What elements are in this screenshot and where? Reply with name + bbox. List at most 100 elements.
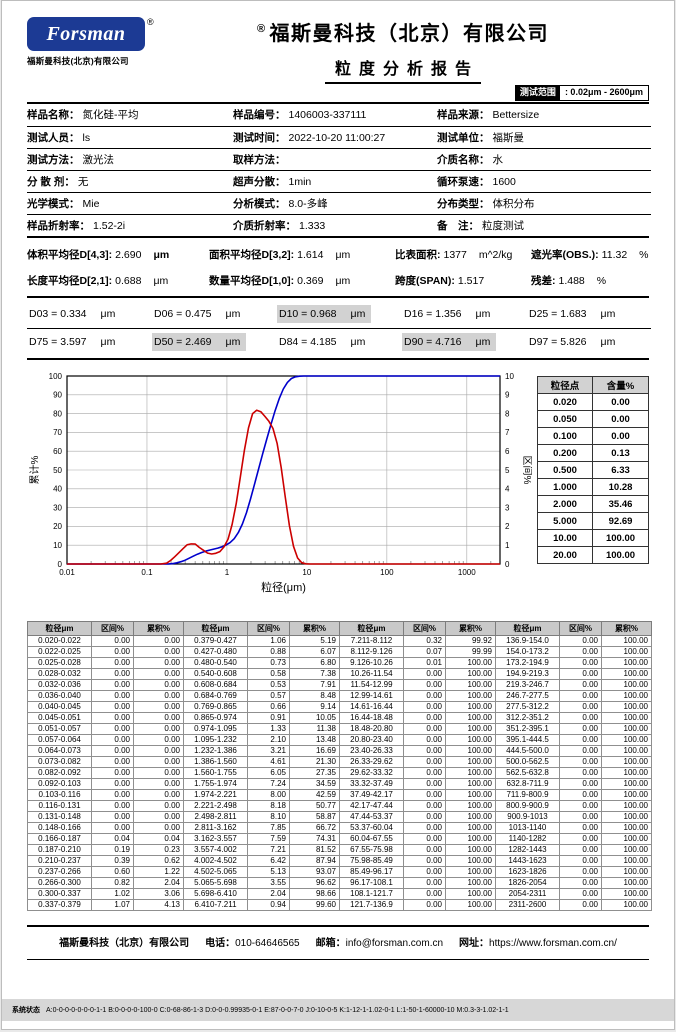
d-values-table: D03 = 0.334 μm D06 = 0.475 μm D10 = 0.968 μm D… [27, 300, 651, 356]
info-value: ls [82, 131, 91, 144]
bin-cumulative-percent: 100.00 [601, 657, 652, 669]
chart-section: 0 10 20 30 40 50 60 70 80 90 100 0 1 2 3 4 5 6 7 8 9 10 0.01 0.… [27, 366, 649, 609]
dvalue-text: D75 = 3.597 [29, 336, 87, 349]
dvalue-text: D03 = 0.334 [29, 307, 87, 320]
info-label: 测试人员： [27, 131, 80, 144]
average-value: 1.517 [457, 274, 485, 287]
bin-range: 0.379-0.427 [183, 635, 248, 647]
divider [27, 296, 649, 298]
bin-cumulative-percent: 0.00 [133, 734, 184, 746]
right-tick-label: 10 [505, 372, 514, 381]
bin-interval-percent: 2.10 [247, 734, 290, 746]
bin-range: 14.61-16.44 [339, 701, 404, 713]
summary-header: 粒径点 [536, 376, 594, 394]
bin-range: 351.2-395.1 [495, 723, 560, 735]
forsman-logo: Forsman [27, 17, 145, 51]
bin-cumulative-percent: 99.60 [289, 899, 340, 911]
dvalue-unit: μm [100, 336, 116, 349]
bin-cumulative-percent: 100.00 [601, 899, 652, 911]
x-axis-label: 粒径(μm) [261, 580, 306, 594]
detail-row: 0.131-0.148 0.00 0.00 2.498-2.811 8.10 58.87 4… [27, 811, 652, 823]
bin-cumulative-percent: 100.00 [445, 888, 496, 900]
bin-cumulative-percent: 21.30 [289, 756, 340, 768]
bin-range: 20.80-23.40 [339, 734, 404, 746]
detail-header: 区间% [91, 621, 134, 636]
bin-cumulative-percent: 100.00 [445, 811, 496, 823]
bin-cumulative-percent: 0.00 [133, 756, 184, 768]
content-percent: 10.28 [592, 478, 649, 496]
info-cell: 分 散 剂：无 [27, 170, 233, 193]
bin-range: 4.502-5.065 [183, 866, 248, 878]
x-tick-label: 1000 [458, 568, 476, 577]
bin-interval-percent: 0.00 [403, 844, 446, 856]
bin-range: 23.40-26.33 [339, 745, 404, 757]
average-unit: μm [153, 274, 169, 287]
dvalue-cell: D84 = 4.185 μm [277, 328, 402, 356]
bin-cumulative-percent: 100.00 [445, 833, 496, 845]
bin-cumulative-percent: 81.52 [289, 844, 340, 856]
info-row: 测试人员： ls 测试时间： 2022-10-20 11:00:27 测试单位： 福斯曼 [27, 126, 651, 149]
bin-range: 0.210-0.237 [27, 855, 92, 867]
bin-range: 800.9-900.9 [495, 800, 560, 812]
footer-email-address[interactable]: info@forsman.com.cn [345, 938, 444, 949]
title-block: ® 福斯曼科技（北京）有限公司 粒度分析报告 [187, 17, 649, 84]
right-tick-label: 1 [505, 541, 510, 550]
bin-range: 29.62-33.32 [339, 767, 404, 779]
bin-cumulative-percent: 0.00 [133, 800, 184, 812]
info-label: 分析模式： [233, 197, 286, 210]
dvalue: D25 = 1.683 μm [527, 305, 621, 323]
info-row: 光学模式： Mie 分析模式： 8.0-多峰 分布类型： 体积分布 [27, 192, 651, 215]
footer-website-url[interactable]: https://www.forsman.com.cn/ [489, 938, 617, 949]
detail-row: 0.092-0.103 0.00 0.00 1.755-1.974 7.24 34.59 3… [27, 778, 652, 790]
bin-range: 2311-2600 [495, 899, 560, 911]
content-percent: 0.13 [592, 444, 649, 462]
bin-range: 1.560-1.755 [183, 767, 248, 779]
average-cell: 残差: 1.488% [531, 267, 651, 293]
bin-cumulative-percent: 93.07 [289, 866, 340, 878]
bin-range: 444.5-500.0 [495, 745, 560, 757]
info-label: 样品名称： [27, 109, 80, 122]
bin-cumulative-percent: 66.72 [289, 822, 340, 834]
bin-interval-percent: 0.00 [403, 877, 446, 889]
bin-range: 12.99-14.61 [339, 690, 404, 702]
bin-interval-percent: 0.00 [403, 800, 446, 812]
bin-interval-percent: 0.00 [91, 657, 134, 669]
bin-interval-percent: 0.00 [91, 756, 134, 768]
bin-interval-percent: 0.00 [403, 855, 446, 867]
bin-cumulative-percent: 100.00 [601, 866, 652, 878]
bin-interval-percent: 7.21 [247, 844, 290, 856]
bin-interval-percent: 0.00 [403, 712, 446, 724]
bin-range: 0.427-0.480 [183, 646, 248, 658]
bin-interval-percent: 7.59 [247, 833, 290, 845]
bin-cumulative-percent: 0.00 [133, 723, 184, 735]
bin-interval-percent: 1.07 [91, 899, 134, 911]
bin-range: 0.337-0.379 [27, 899, 92, 911]
detail-header: 累积% [445, 621, 496, 636]
info-cell: 光学模式： Mie [27, 192, 233, 215]
bin-interval-percent: 0.00 [91, 778, 134, 790]
x-tick-label: 10 [302, 568, 311, 577]
bin-range: 0.684-0.769 [183, 690, 248, 702]
dvalue-cell: D97 = 5.826 μm [527, 328, 651, 356]
bin-range: 0.540-0.608 [183, 668, 248, 680]
system-status-bar: 系统状态 A:0-0-0-0-0-0-0-1-1 B:0-0-0-0-100-0… [2, 999, 674, 1021]
detail-row: 0.073-0.082 0.00 0.00 1.386-1.560 4.61 21.30 2… [27, 756, 652, 768]
size-point: 1.000 [536, 478, 594, 496]
bin-cumulative-percent: 0.04 [133, 833, 184, 845]
bin-cumulative-percent: 100.00 [601, 668, 652, 680]
bin-interval-percent: 0.00 [403, 767, 446, 779]
bin-interval-percent: 0.32 [403, 635, 446, 647]
average-value: 1377 [443, 248, 467, 261]
average-cell: 长度平均径D[2,1]: 0.688 μm [27, 267, 209, 293]
bin-cumulative-percent: 100.00 [445, 756, 496, 768]
info-label: 介质名称： [437, 153, 490, 166]
bin-range: 246.7-277.5 [495, 690, 560, 702]
dvalue-unit: μm [475, 307, 491, 320]
bin-cumulative-percent: 2.04 [133, 877, 184, 889]
info-cell: 测试单位： 福斯曼 [437, 126, 651, 149]
detail-row: 0.082-0.092 0.00 0.00 1.560-1.755 6.05 27.35 2… [27, 767, 652, 779]
bin-interval-percent: 0.00 [559, 712, 602, 724]
bin-cumulative-percent: 7.91 [289, 679, 340, 691]
system-status-label: 系统状态 [12, 1007, 40, 1014]
bin-interval-percent: 1.06 [247, 635, 290, 647]
